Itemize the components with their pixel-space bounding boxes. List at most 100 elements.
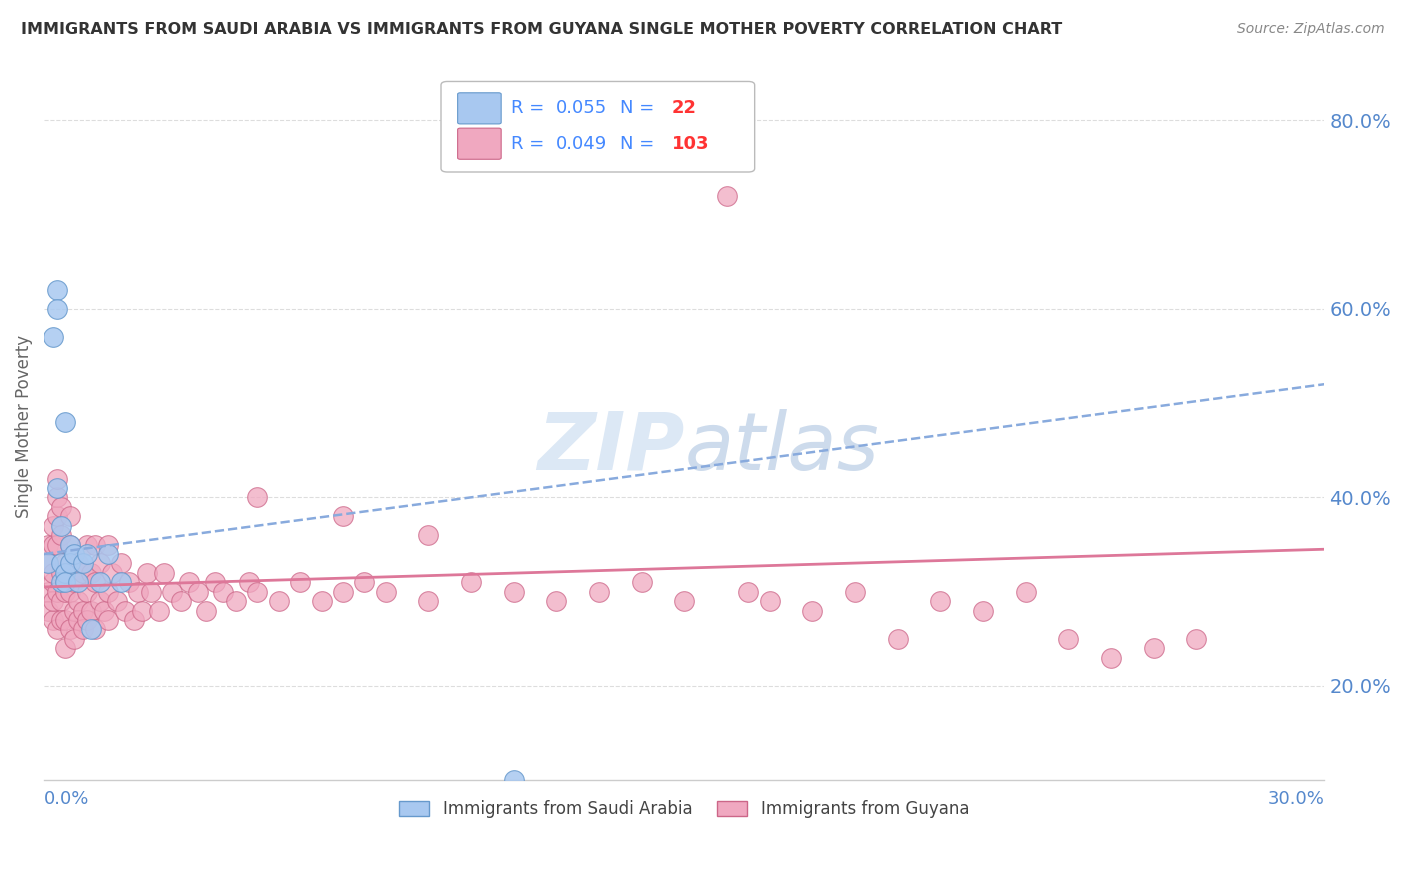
- Point: [179, 575, 201, 590]
- Point: [41, 594, 63, 608]
- Point: [246, 584, 269, 599]
- Point: [51, 594, 73, 608]
- Point: [84, 575, 107, 590]
- Point: [37, 557, 59, 571]
- Point: [72, 566, 94, 580]
- Point: [67, 613, 90, 627]
- Point: [101, 566, 124, 580]
- Point: [418, 528, 440, 542]
- Point: [72, 623, 94, 637]
- Point: [59, 557, 82, 571]
- Text: 0.049: 0.049: [557, 135, 607, 153]
- Point: [267, 594, 290, 608]
- Point: [374, 584, 396, 599]
- Point: [89, 594, 111, 608]
- Point: [41, 613, 63, 627]
- Point: [93, 603, 115, 617]
- Point: [758, 594, 780, 608]
- Point: [97, 613, 120, 627]
- Point: [59, 509, 82, 524]
- Text: R =: R =: [512, 135, 550, 153]
- Text: 0.055: 0.055: [557, 99, 607, 118]
- Point: [122, 613, 145, 627]
- Point: [51, 557, 73, 571]
- Text: ZIP: ZIP: [537, 409, 685, 487]
- Point: [204, 575, 226, 590]
- Point: [55, 566, 77, 580]
- Point: [84, 623, 107, 637]
- FancyBboxPatch shape: [457, 93, 501, 124]
- Point: [80, 566, 103, 580]
- Point: [170, 594, 193, 608]
- Text: IMMIGRANTS FROM SAUDI ARABIA VS IMMIGRANTS FROM GUYANA SINGLE MOTHER POVERTY COR: IMMIGRANTS FROM SAUDI ARABIA VS IMMIGRAN…: [21, 22, 1063, 37]
- Point: [972, 603, 994, 617]
- Point: [37, 584, 59, 599]
- Point: [546, 594, 568, 608]
- Point: [67, 594, 90, 608]
- Point: [502, 773, 524, 788]
- Point: [37, 557, 59, 571]
- Point: [41, 518, 63, 533]
- Point: [460, 575, 482, 590]
- Point: [45, 537, 67, 551]
- Point: [1057, 632, 1080, 646]
- Point: [37, 537, 59, 551]
- Point: [332, 509, 354, 524]
- Point: [630, 575, 652, 590]
- Point: [63, 575, 86, 590]
- Point: [311, 594, 333, 608]
- Point: [673, 594, 696, 608]
- Point: [110, 575, 132, 590]
- Point: [76, 613, 98, 627]
- Point: [55, 557, 77, 571]
- Point: [59, 584, 82, 599]
- Legend: Immigrants from Saudi Arabia, Immigrants from Guyana: Immigrants from Saudi Arabia, Immigrants…: [392, 794, 976, 825]
- Text: Source: ZipAtlas.com: Source: ZipAtlas.com: [1237, 22, 1385, 37]
- Point: [886, 632, 908, 646]
- Y-axis label: Single Mother Poverty: Single Mother Poverty: [15, 335, 32, 518]
- Point: [353, 575, 375, 590]
- Point: [844, 584, 866, 599]
- Point: [80, 603, 103, 617]
- Point: [59, 623, 82, 637]
- Point: [127, 584, 149, 599]
- Point: [801, 603, 824, 617]
- Point: [139, 584, 162, 599]
- Point: [332, 584, 354, 599]
- Point: [37, 603, 59, 617]
- Point: [160, 584, 183, 599]
- Text: 103: 103: [672, 135, 709, 153]
- Point: [41, 575, 63, 590]
- Point: [1143, 641, 1166, 656]
- Point: [76, 537, 98, 551]
- Point: [418, 594, 440, 608]
- Point: [45, 283, 67, 297]
- Text: atlas: atlas: [685, 409, 879, 487]
- Point: [1014, 584, 1036, 599]
- Text: N =: N =: [620, 135, 661, 153]
- Point: [45, 481, 67, 495]
- Point: [195, 603, 218, 617]
- Point: [51, 500, 73, 514]
- Point: [187, 584, 209, 599]
- Point: [55, 575, 77, 590]
- Point: [110, 557, 132, 571]
- Point: [51, 528, 73, 542]
- Point: [67, 557, 90, 571]
- Point: [55, 641, 77, 656]
- Point: [131, 603, 153, 617]
- Point: [97, 547, 120, 561]
- Point: [246, 491, 269, 505]
- Point: [238, 575, 260, 590]
- Point: [41, 330, 63, 344]
- Point: [502, 584, 524, 599]
- Text: 30.0%: 30.0%: [1268, 790, 1324, 808]
- Point: [84, 537, 107, 551]
- Point: [41, 566, 63, 580]
- Text: R =: R =: [512, 99, 550, 118]
- Point: [89, 575, 111, 590]
- Point: [51, 518, 73, 533]
- Point: [45, 471, 67, 485]
- Point: [97, 537, 120, 551]
- Point: [76, 584, 98, 599]
